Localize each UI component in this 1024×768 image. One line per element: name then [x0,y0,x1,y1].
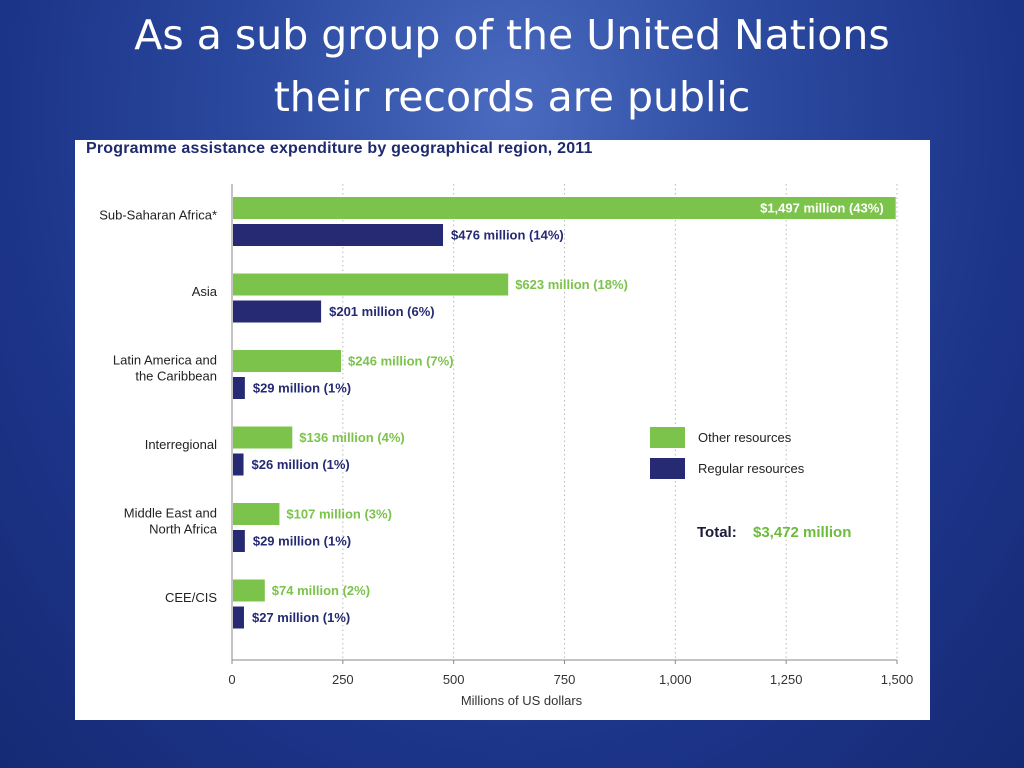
category-label: Asia [192,284,218,299]
legend-swatch-regular-resources [650,458,685,479]
bar-other-resources [233,197,896,219]
bar-label-other-resources: $136 million (4%) [299,430,404,445]
bar-label-other-resources: $107 million (3%) [286,507,391,522]
total-label: Total: [697,524,737,541]
total-value: $3,472 million [753,524,851,541]
bar-chart: 0 250 500 750 1,000 1,250 1,500 Millions of US … [99,184,914,708]
bar-other-resources [233,579,265,602]
bar-label-regular-resources: $476 million (14%) [451,228,564,243]
bar-regular-resources [233,377,245,399]
legend-label-regular-resources: Regular resources [698,461,805,476]
category-label: Sub-Saharan Africa* [99,208,217,223]
bar-label-other-resources: $623 million (18%) [515,277,628,292]
category-label: the Caribbean [135,369,217,384]
bar-label-other-resources: $246 million (7%) [348,354,453,369]
x-tick-label: 1,250 [770,672,803,687]
bar-other-resources [233,350,342,372]
bar-label-regular-resources: $29 million (1%) [253,534,351,549]
bar-label-regular-resources: $27 million (1%) [252,610,350,625]
bar-label-regular-resources: $201 million (6%) [329,304,434,319]
bar-label-regular-resources: $26 million (1%) [252,457,350,472]
bar-regular-resources [233,530,245,552]
bar-label-regular-resources: $29 million (1%) [253,381,351,396]
x-tick-label: 1,000 [659,672,692,687]
x-tick-label: 500 [443,672,465,687]
bar-label-other-resources: $74 million (2%) [272,583,370,598]
category-label: Latin America and [113,353,217,368]
legend-label-other-resources: Other resources [698,430,792,445]
bar-label-other-resources: $1,497 million (43%) [760,201,884,216]
bar-regular-resources [233,224,444,246]
category-label: North Africa [149,522,218,537]
x-tick-label: 750 [554,672,576,687]
slide-title: As a sub group of the United Nations the… [0,4,1024,128]
slide-title-line-1: As a sub group of the United Nations [134,11,890,59]
bar-other-resources [233,426,293,449]
x-tick-label: 0 [228,672,235,687]
chart-panel: Programme assistance expenditure by geog… [75,140,930,720]
bar-other-resources [233,273,509,296]
category-label: CEE/CIS [165,590,217,605]
chart-title: Programme assistance expenditure by geog… [86,140,593,157]
category-label: Middle East and [124,506,217,521]
bar-regular-resources [233,606,244,629]
bar-regular-resources [233,300,322,323]
slide-title-line-2: their records are public [273,73,751,121]
category-label: Interregional [145,437,217,452]
bar-other-resources [233,503,280,525]
x-tick-label: 250 [332,672,354,687]
legend-swatch-other-resources [650,427,685,448]
bar-regular-resources [233,453,244,476]
x-axis-label: Millions of US dollars [461,693,583,708]
x-tick-label: 1,500 [881,672,914,687]
